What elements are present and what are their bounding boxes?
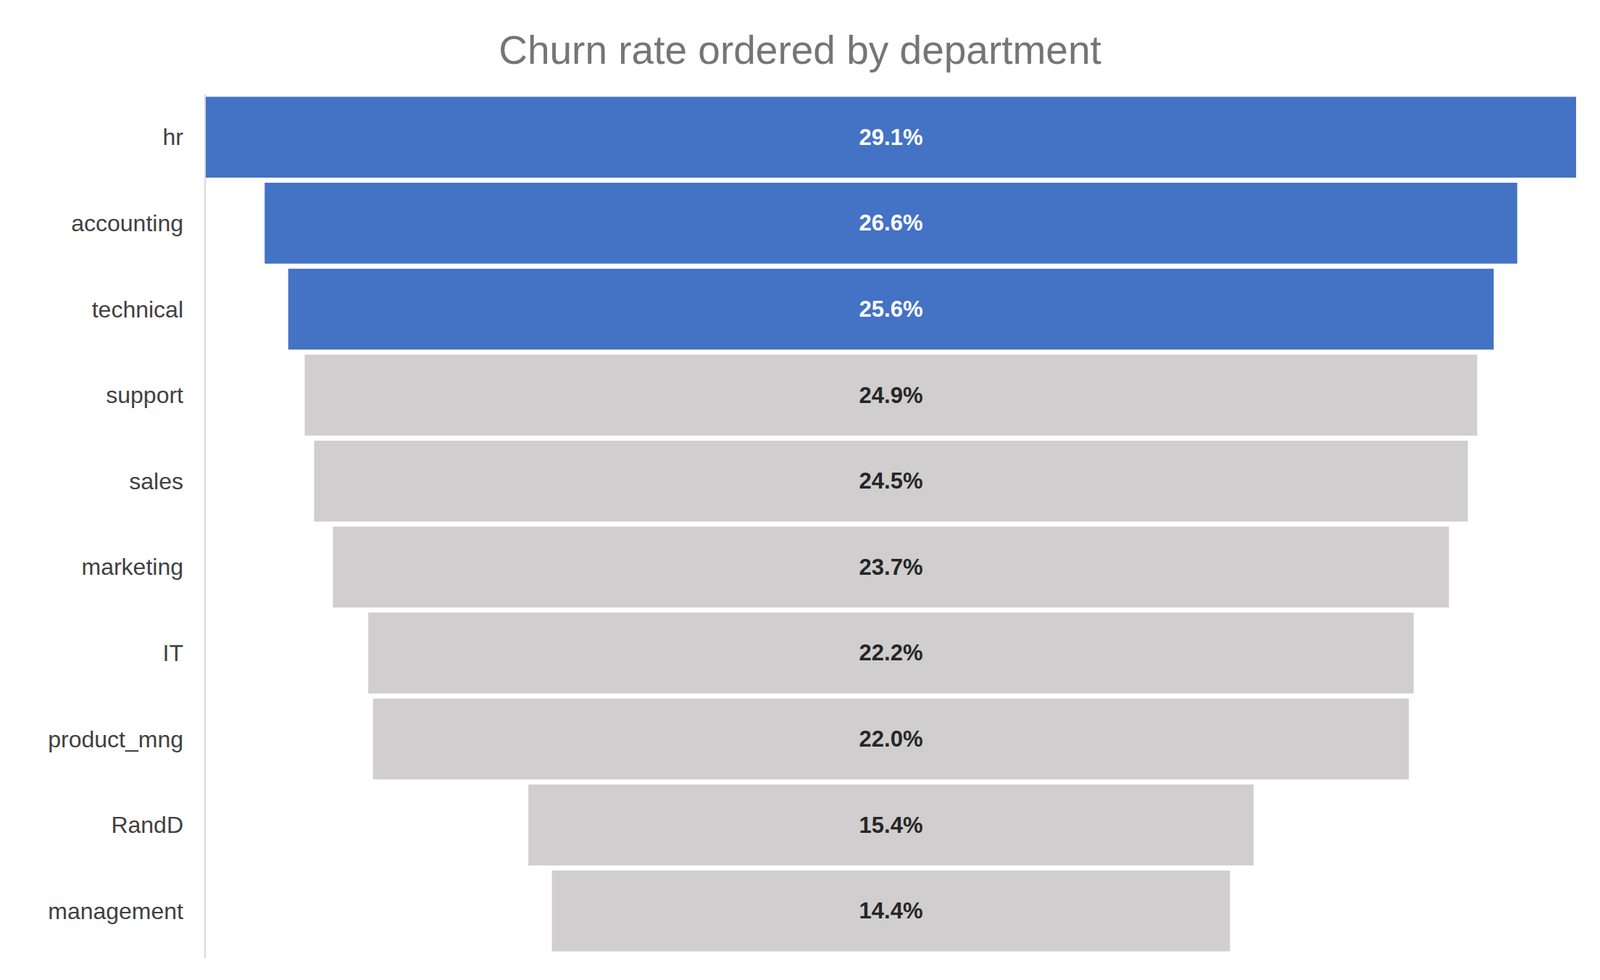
- svg-text:marketing: marketing: [81, 553, 185, 580]
- svg-text:technical: technical: [92, 296, 184, 323]
- svg-text:accounting: accounting: [71, 210, 184, 237]
- svg-text:24.5%: 24.5%: [859, 468, 924, 494]
- svg-text:RandD: RandD: [110, 811, 184, 838]
- svg-text:14.4%: 14.4%: [859, 897, 924, 924]
- svg-text:22.0%: 22.0%: [859, 726, 924, 752]
- svg-text:15.4%: 15.4%: [859, 812, 924, 838]
- svg-text:sales: sales: [128, 468, 184, 495]
- html-text:Churn rate ordered by departme: Churn rate ordered by department: [498, 27, 1102, 73]
- svg-text:IT: IT: [163, 639, 184, 666]
- svg-text:management: management: [47, 897, 184, 924]
- svg-text:24.9%: 24.9%: [859, 382, 924, 408]
- svg-text:29.1%: 29.1%: [859, 124, 924, 150]
- svg-text:hr: hr: [163, 123, 185, 150]
- svg-text:22.2%: 22.2%: [859, 639, 924, 666]
- svg-text:product_mng: product_mng: [47, 726, 184, 753]
- svg-text:25.6%: 25.6%: [859, 296, 924, 322]
- svg-text:support: support: [105, 381, 184, 408]
- svg-text:26.6%: 26.6%: [859, 210, 924, 236]
- svg-text:23.7%: 23.7%: [859, 554, 924, 580]
